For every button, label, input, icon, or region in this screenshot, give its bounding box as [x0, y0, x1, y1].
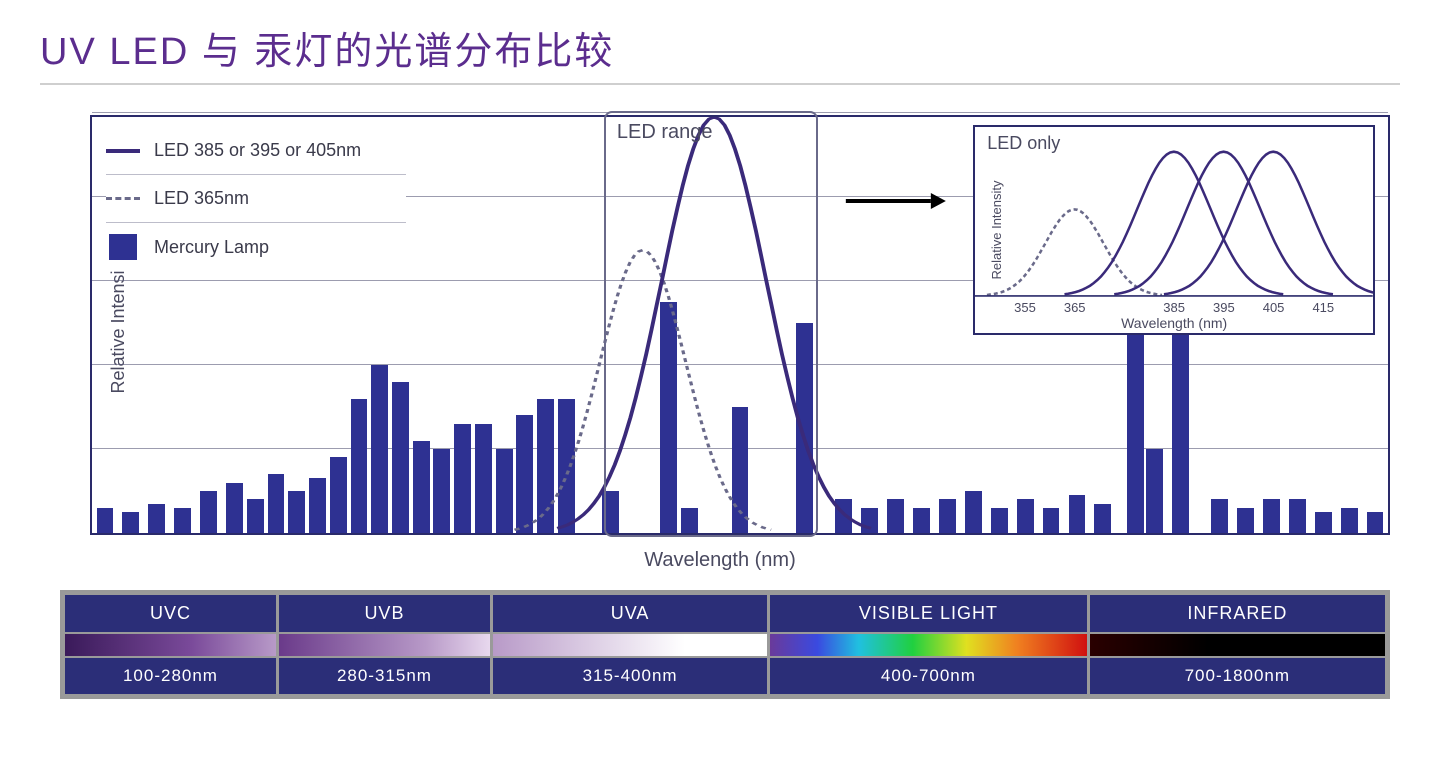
mercury-bar	[475, 424, 492, 533]
spectrum-gradient	[1090, 634, 1385, 656]
mercury-bar	[1315, 512, 1332, 533]
mercury-bar	[1127, 302, 1144, 533]
mercury-bar	[516, 415, 533, 533]
mercury-bar	[965, 491, 982, 533]
mercury-bar	[433, 449, 450, 533]
mercury-bar	[413, 441, 430, 533]
spectrum-range: 700-1800nm	[1090, 658, 1385, 694]
mercury-bar	[122, 512, 139, 533]
legend-item-box: Mercury Lamp	[106, 223, 406, 271]
mercury-bar	[991, 508, 1008, 533]
mercury-bar	[1341, 508, 1358, 533]
mercury-bar	[247, 499, 264, 533]
legend-item-dashed: LED 365nm	[106, 175, 406, 223]
spectrum-range: 100-280nm	[65, 658, 276, 694]
spectrum-range: 400-700nm	[770, 658, 1086, 694]
inset-tick-label: 415	[1312, 300, 1334, 315]
mercury-bar	[939, 499, 956, 533]
inset-chart: Relative Intensity LED only 355365385395…	[973, 125, 1375, 335]
legend-item-solid: LED 385 or 395 or 405nm	[106, 127, 406, 175]
mercury-bar	[268, 474, 285, 533]
inset-tick-label: 385	[1163, 300, 1185, 315]
inset-tick-label: 405	[1263, 300, 1285, 315]
spectrum-column: VISIBLE LIGHT 400-700nm	[770, 595, 1086, 694]
inset-tick-label: 395	[1213, 300, 1235, 315]
mercury-bar	[1094, 504, 1111, 533]
mercury-bar	[861, 508, 878, 533]
mercury-bar	[537, 399, 554, 533]
mercury-bar	[330, 457, 347, 533]
mercury-bar	[1211, 499, 1228, 533]
spectrum-gradient	[279, 634, 490, 656]
legend-label: LED 365nm	[154, 188, 249, 209]
spectrum-table: UVC 100-280nmUVB 280-315nmUVA 315-400nmVISI…	[60, 590, 1390, 699]
mercury-bar	[392, 382, 409, 533]
mercury-bar	[288, 491, 305, 533]
mercury-bar	[1069, 495, 1086, 533]
spectrum-column: INFRARED 700-1800nm	[1090, 595, 1385, 694]
spectrum-band-name: UVC	[65, 595, 276, 632]
mercury-bar	[1172, 331, 1189, 533]
mercury-bar	[309, 478, 326, 533]
mercury-bar	[1237, 508, 1254, 533]
spectrum-gradient	[493, 634, 767, 656]
spectrum-column: UVB 280-315nm	[279, 595, 490, 694]
spectrum-range: 280-315nm	[279, 658, 490, 694]
spectrum-band-name: UVB	[279, 595, 490, 632]
mercury-bar	[1017, 499, 1034, 533]
mercury-bar	[97, 508, 114, 533]
inset-x-axis-label: Wavelength (nm)	[1121, 315, 1227, 331]
mercury-bar	[454, 424, 471, 533]
spectrum-gradient	[770, 634, 1086, 656]
spectrum-column: UVC 100-280nm	[65, 595, 276, 694]
spectrum-range: 315-400nm	[493, 658, 767, 694]
mercury-bar	[1289, 499, 1306, 533]
mercury-bar	[887, 499, 904, 533]
legend-label: Mercury Lamp	[154, 237, 269, 258]
mercury-bar	[1146, 449, 1163, 533]
mercury-bar	[558, 399, 575, 533]
led-range-label: LED range	[617, 121, 713, 144]
spectrum-band-name: UVA	[493, 595, 767, 632]
mercury-bar	[174, 508, 191, 533]
mercury-bar	[148, 504, 165, 533]
mercury-bar	[1043, 508, 1060, 533]
spectrum-band-name: VISIBLE LIGHT	[770, 595, 1086, 632]
mercury-bar	[351, 399, 368, 533]
mercury-bar	[1263, 499, 1280, 533]
legend-swatch-dashed-line	[106, 197, 140, 200]
x-axis-label: Wavelength (nm)	[40, 549, 1400, 572]
legend-swatch-box	[109, 234, 137, 260]
spectrum-column: UVA 315-400nm	[493, 595, 767, 694]
mercury-bar	[371, 365, 388, 533]
mercury-bar	[200, 491, 217, 533]
page-title: UV LED 与 汞灯的光谱分布比较	[40, 20, 1400, 75]
legend-swatch-solid-line	[106, 149, 140, 153]
mercury-bar	[1367, 512, 1384, 533]
mercury-bar	[913, 508, 930, 533]
legend: LED 385 or 395 or 405nm LED 365nm Mercur…	[106, 127, 406, 271]
led-range-box	[604, 111, 818, 537]
inset-tick-label: 365	[1064, 300, 1086, 315]
arrow-icon	[844, 189, 948, 213]
inset-tick-label: 355	[1014, 300, 1036, 315]
title-underline	[40, 83, 1400, 85]
mercury-bar	[496, 449, 513, 533]
mercury-bar	[835, 499, 852, 533]
spectrum-band-name: INFRARED	[1090, 595, 1385, 632]
legend-label: LED 385 or 395 or 405nm	[154, 140, 361, 161]
main-chart: Relative Intensity LED 385 or 395 or 405…	[90, 115, 1390, 535]
spectrum-gradient	[65, 634, 276, 656]
mercury-bar	[226, 483, 243, 533]
